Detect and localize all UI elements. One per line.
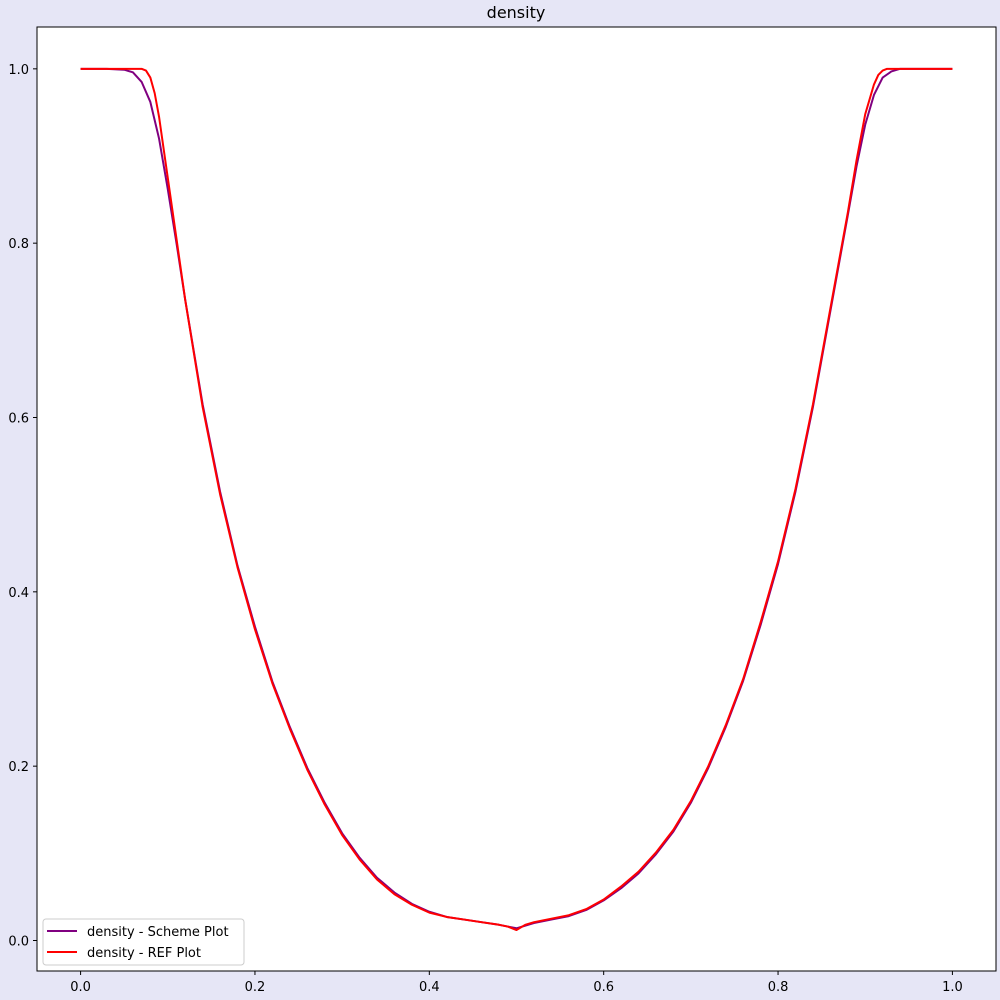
x-tick-label: 0.0 [70, 980, 91, 995]
legend-label-ref: density - REF Plot [87, 946, 201, 961]
y-tick-label: 0.8 [8, 237, 29, 252]
y-tick-label: 0.6 [8, 412, 29, 427]
chart-title: density [487, 3, 546, 22]
x-tick-label: 0.4 [419, 980, 440, 995]
series-layer [80, 67, 953, 932]
y-tick-label: 0.4 [8, 586, 29, 601]
y-axis: 0.0 0.2 0.4 0.6 0.8 1.0 [8, 63, 37, 949]
x-tick-label: 0.8 [768, 980, 789, 995]
legend-label-scheme: density - Scheme Plot [87, 925, 229, 940]
y-tick-label: 0.2 [8, 760, 29, 775]
y-tick-label: 1.0 [8, 63, 29, 78]
x-tick-label: 1.0 [942, 980, 963, 995]
plot-frame [36, 26, 997, 972]
plot-area [37, 27, 996, 971]
x-axis: 0.0 0.2 0.4 0.6 0.8 1.0 [70, 971, 963, 995]
x-tick-label: 0.2 [245, 980, 266, 995]
legend-box [42, 918, 245, 966]
x-tick-label: 0.6 [593, 980, 614, 995]
legend[interactable]: density - Scheme Plot density - REF Plot [42, 918, 245, 966]
y-tick-label: 0.0 [8, 934, 29, 949]
series-line-ref [80, 67, 953, 932]
